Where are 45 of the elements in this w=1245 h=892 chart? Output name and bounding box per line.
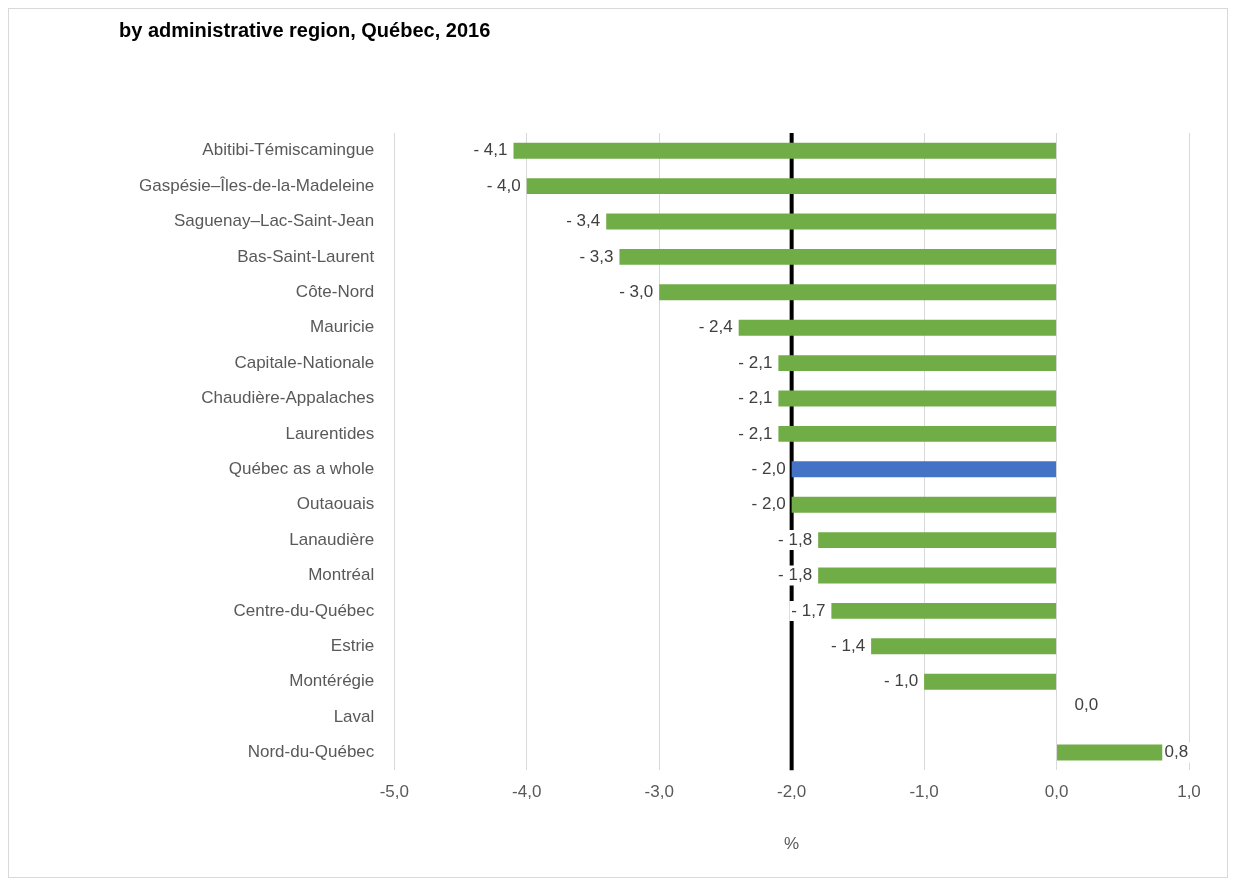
y-tick-label: Montérégie xyxy=(289,671,375,691)
y-tick-label: Laval xyxy=(333,706,375,726)
y-tick-label: Outaouais xyxy=(296,494,375,514)
y-tick-label: Lanaudière xyxy=(289,529,375,549)
y-tick-label: Gaspésie–Îles-de-la-Madeleine xyxy=(139,175,375,195)
data-label: - 2,1 xyxy=(738,388,773,408)
y-tick-label: Chaudière-Appalaches xyxy=(201,388,375,408)
data-label: - 1,7 xyxy=(791,600,826,620)
x-axis-title: % xyxy=(784,834,800,854)
x-tick-label: -5,0 xyxy=(379,782,409,802)
data-label: - 4,1 xyxy=(473,140,508,160)
data-label: - 3,4 xyxy=(566,211,601,231)
data-label: - 4,0 xyxy=(486,175,521,195)
data-label: - 3,3 xyxy=(579,246,614,266)
x-tick-label: 1,0 xyxy=(1177,782,1201,802)
data-label: - 2,1 xyxy=(738,352,773,372)
y-tick-label: Laurentides xyxy=(285,423,375,443)
y-tick-label: Québec as a whole xyxy=(228,458,375,478)
y-tick-label: Capitale-Nationale xyxy=(234,352,375,372)
y-tick-label: Montréal xyxy=(308,565,375,585)
data-label: - 2,0 xyxy=(751,458,786,478)
data-label: - 2,0 xyxy=(751,494,786,514)
data-label: - 1,8 xyxy=(778,529,813,549)
y-tick-label: Côte-Nord xyxy=(295,281,375,301)
data-label: - 1,0 xyxy=(884,671,919,691)
y-tick-label: Estrie xyxy=(330,635,375,655)
data-label: 0,8 xyxy=(1164,742,1189,762)
data-label: - 2,4 xyxy=(698,317,733,337)
y-tick-label: Saguenay–Lac-Saint-Jean xyxy=(173,211,375,231)
data-label: - 1,4 xyxy=(831,635,866,655)
y-tick-label: Mauricie xyxy=(310,317,375,337)
x-tick-label: 0,0 xyxy=(1044,782,1069,802)
x-tick-label: -4,0 xyxy=(512,782,542,802)
x-tick-label: -3,0 xyxy=(644,782,674,802)
x-tick-label: -2,0 xyxy=(777,782,807,802)
y-tick-label: Nord-du-Québec xyxy=(247,742,375,762)
data-label: - 1,8 xyxy=(778,565,813,585)
data-label: 0,0 xyxy=(1074,694,1099,714)
y-tick-label: Abitibi-Témiscamingue xyxy=(202,140,375,160)
chart-title: by administrative region, Québec, 2016 xyxy=(119,18,491,41)
x-tick-label: -1,0 xyxy=(909,782,939,802)
y-tick-label: Centre-du-Québec xyxy=(233,600,375,620)
y-tick-label: Bas-Saint-Laurent xyxy=(237,246,375,266)
data-label: - 3,0 xyxy=(619,281,654,301)
data-label: - 2,1 xyxy=(738,423,773,443)
